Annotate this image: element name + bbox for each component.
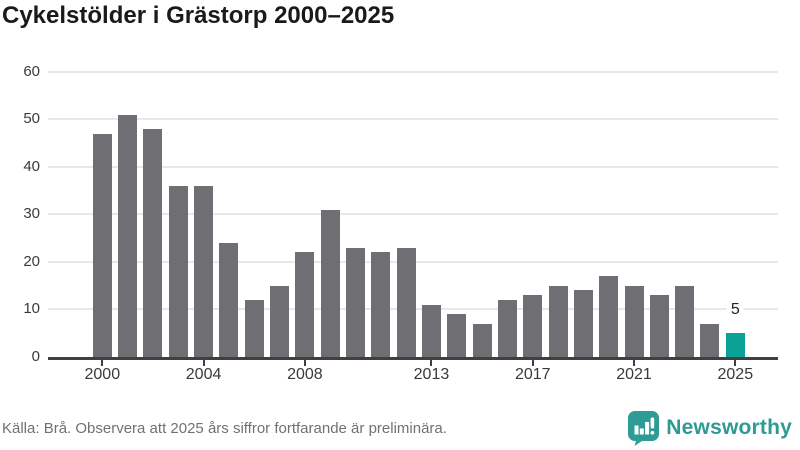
x-tick-label: 2004 — [185, 366, 222, 383]
x-tick — [734, 360, 737, 366]
x-tick — [303, 360, 306, 366]
bar-2025 — [725, 333, 745, 357]
y-tick-label: 0 — [31, 348, 40, 365]
bar-chart-plot-area: 0 10 20 30 40 50 60 2000 2004 2008 2013 2017 2021 202… — [23, 62, 778, 383]
x-tick-label: 2017 — [514, 366, 551, 383]
x-tick — [101, 360, 104, 366]
bar-2003 — [168, 185, 188, 357]
y-gridline — [48, 213, 778, 216]
bar-2007 — [270, 285, 290, 357]
x-tick-label: 2000 — [84, 366, 121, 383]
bar-2020 — [599, 276, 619, 357]
bar-2006 — [244, 299, 264, 357]
y-tick-label: 40 — [23, 157, 40, 175]
x-tick-label: 2021 — [616, 366, 652, 383]
bar-2015 — [472, 323, 492, 357]
bar-2017 — [523, 295, 543, 357]
x-tick-label: 2025 — [717, 366, 754, 383]
bar-2023 — [675, 285, 695, 357]
y-tick-label: 20 — [23, 252, 40, 270]
y-gridline — [48, 118, 778, 121]
x-tick — [430, 360, 433, 366]
x-tick — [633, 360, 636, 366]
bar-2016 — [497, 299, 517, 357]
x-axis — [48, 357, 778, 360]
bar-2021 — [624, 285, 644, 357]
x-tick — [202, 360, 205, 366]
y-tick-label: 30 — [23, 205, 40, 223]
y-gridline — [48, 165, 778, 168]
chart-title: Cykelstölder i Grästorp 2000–2025 — [2, 2, 395, 29]
chart-footer: Källa: Brå. Observera att 2025 års siffr… — [0, 408, 800, 450]
y-tick-label: 10 — [23, 300, 40, 318]
bar-2022 — [649, 295, 669, 357]
bar-2004 — [194, 185, 214, 357]
bar-2019 — [573, 290, 593, 357]
newsworthy-logo-link[interactable]: Newsworthy — [628, 408, 792, 448]
x-tick-label: 2013 — [413, 366, 450, 383]
y-gridline — [48, 70, 778, 73]
bar-2013 — [421, 304, 441, 357]
bar-2024 — [700, 323, 720, 357]
source-note: Källa: Brå. Observera att 2025 års siffr… — [2, 420, 447, 437]
bar-value-label: 5 — [726, 301, 744, 319]
bar-2002 — [143, 128, 163, 357]
bar-2012 — [396, 247, 416, 357]
x-tick-label: 2008 — [287, 366, 323, 383]
bar-2011 — [371, 252, 391, 357]
bar-2010 — [346, 247, 365, 357]
bar-2008 — [295, 252, 315, 357]
y-tick-label: 50 — [23, 110, 40, 128]
bar-2009 — [320, 209, 340, 357]
newsworthy-speech-bubble-bar-chart-icon — [628, 410, 660, 446]
newsworthy-logo-text: Newsworthy — [666, 416, 792, 439]
y-tick-label: 60 — [23, 62, 40, 80]
bar-2014 — [447, 314, 467, 357]
x-tick — [531, 360, 534, 366]
bar-2018 — [548, 285, 568, 357]
bar-2001 — [118, 114, 138, 357]
bar-2000 — [92, 133, 112, 357]
bar-2005 — [219, 242, 239, 357]
